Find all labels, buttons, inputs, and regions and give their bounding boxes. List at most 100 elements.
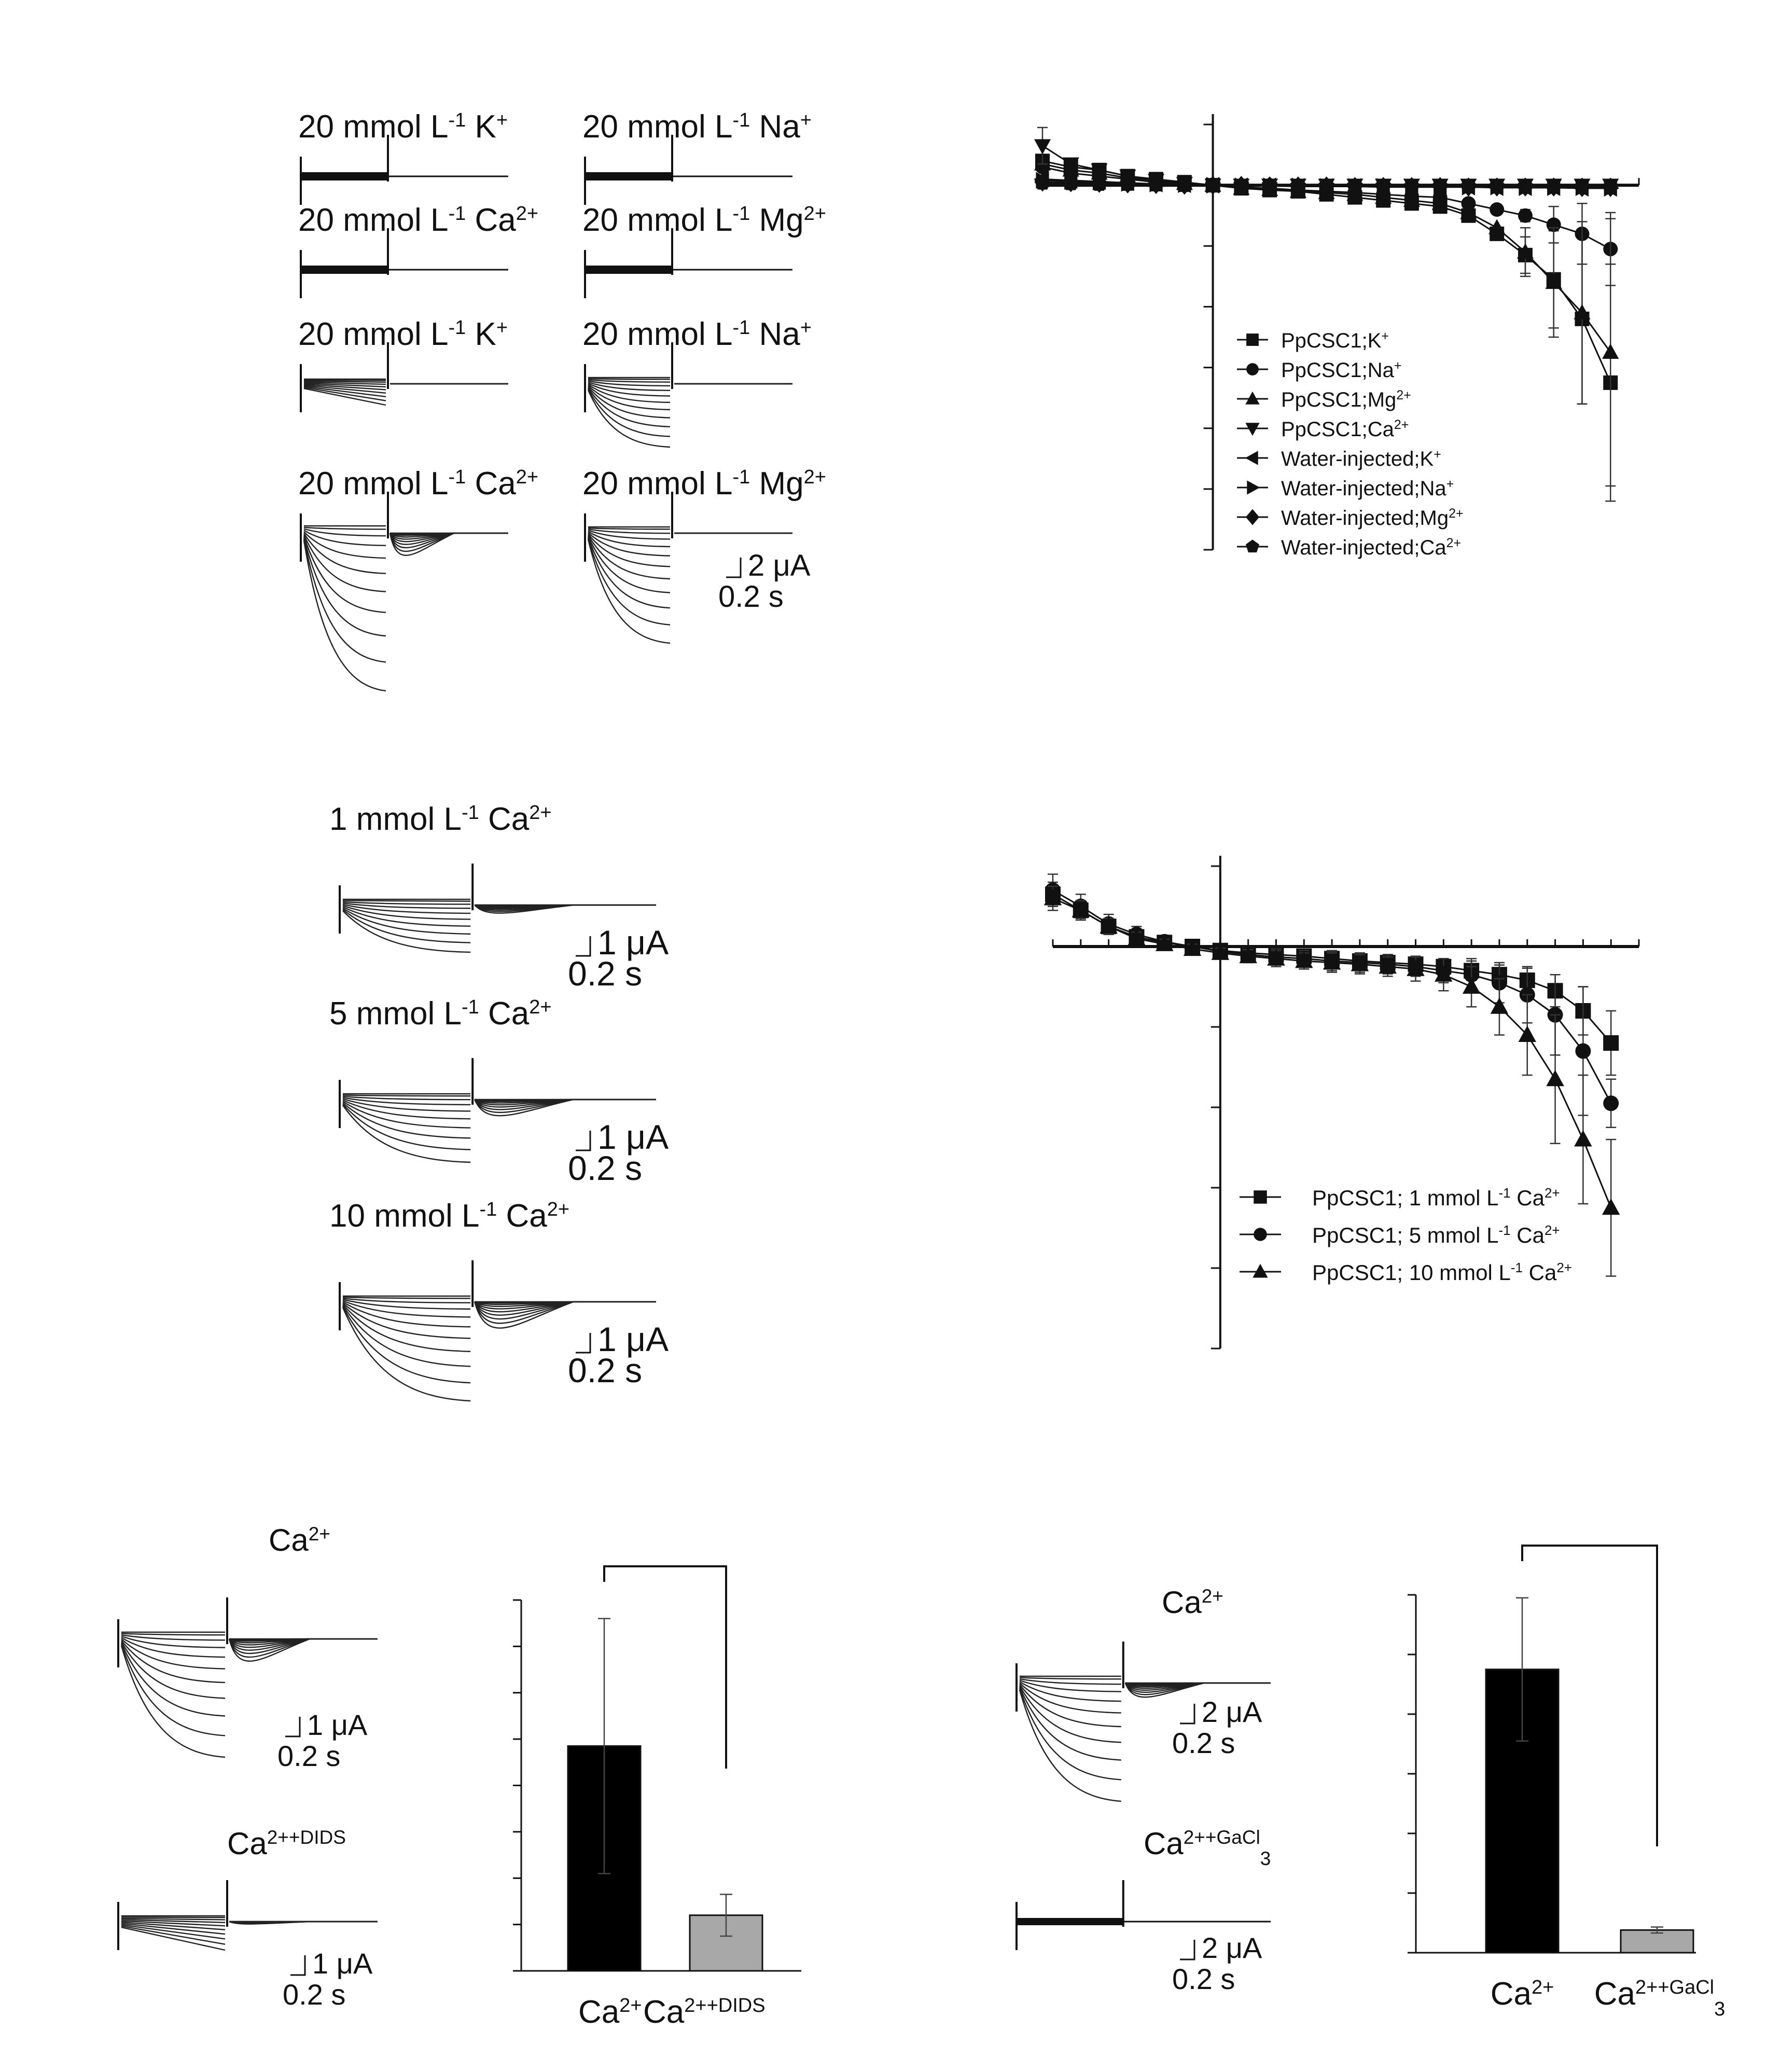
scale-time-label: 0.2 s [277,1740,340,1772]
data-point [1323,953,1341,970]
scale-bar-e-0: 1 μA0.2 s [277,1708,368,1772]
data-point [1063,175,1079,190]
data-point [1375,177,1392,193]
data-point [1488,219,1506,234]
iv-chart-b: PpCSC1;K+ PpCSC1;Na+ PpCSC1;Mg2+ PpCSC1;Ca2… [1034,114,1640,559]
condition-label: Ca2++GaCl3 [1144,1826,1271,1869]
data-point [1403,191,1421,207]
trace-c-1 [339,1058,656,1163]
data-point [1318,177,1334,193]
scale-time-label: 0.2 s [283,1978,345,2011]
data-point [1245,423,1260,436]
condition-label: 20 mmol L-1 Mg2+ [582,466,826,502]
scale-time-label: 0.2 s [568,1351,642,1389]
data-point [1407,959,1425,976]
data-point [1034,139,1051,155]
significance-bracket [603,1565,727,1769]
data-point [1490,997,1509,1014]
scale-time-label: 0.2 s [1172,1963,1235,1995]
scale-current-label: 1 μA [307,1708,368,1741]
scale-bar-lines [726,558,742,578]
scale-current-label: 1 μA [597,1320,669,1358]
condition-label: Ca2+ [269,1523,330,1558]
data-point [1435,965,1453,982]
trace-c-0 [339,864,656,953]
data-point [1574,304,1591,319]
scale-current-label: 1 μA [597,923,669,962]
data-point [1516,243,1534,259]
data-point [1574,1130,1592,1147]
scale-bar-c-0: 1 μA0.2 s [568,923,669,993]
scale-bar-lines [576,1333,591,1354]
data-point [1247,480,1260,495]
data-point [1119,175,1136,191]
data-point [1518,208,1533,223]
trace-a-4 [300,342,508,412]
legend-label: PpCSC1;Ca2+ [1281,418,1409,441]
scale-current-label: 2 μA [1202,1931,1262,1964]
significance-bracket [1521,1545,1658,1846]
data-point [1460,178,1477,193]
scale-bar-lines [576,936,591,957]
scale-bar-lines [285,1717,301,1737]
data-point [1295,951,1313,968]
data-point [1205,177,1221,192]
category-label: Ca2++DIDS [643,1994,766,2030]
scale-current-label: 1 μA [312,1947,373,1980]
trace-c-2 [339,1260,656,1402]
legend-label: PpCSC1; 1 mmol L-1 Ca2+ [1312,1185,1560,1210]
legend-label: PpCSC1;K+ [1281,329,1389,352]
condition-label: 1 mmol L-1 Ca2+ [329,801,552,837]
data-point [1091,163,1108,179]
legend-label: PpCSC1;Na+ [1281,358,1401,382]
data-point [1233,177,1249,192]
scale-current-label: 2 μA [748,549,811,582]
data-point [1245,509,1260,525]
data-point [1253,1263,1268,1278]
legend-label: Water-injected;Na+ [1281,477,1454,500]
scale-bar-c-1: 1 μA0.2 s [568,1118,669,1187]
trace-e-0 [117,1597,378,1758]
data-point [1462,977,1481,994]
condition-label: 10 mmol L-1 Ca2+ [329,1198,569,1234]
data-point [1546,178,1562,194]
data-point [1176,177,1193,192]
scale-time-label: 0.2 s [718,580,784,614]
condition-label: 20 mmol L-1 K+ [298,316,508,352]
legend-label: PpCSC1;Mg2+ [1281,388,1411,411]
data-point [1267,949,1285,966]
data-point [1546,1069,1564,1087]
bar-chart-f: Ca2+ Ca2++GaCl3 [1408,1545,1726,2020]
trace-a-2 [300,228,508,298]
condition-label: 5 mmol L-1 Ca2+ [329,996,552,1032]
data-point [1246,363,1259,376]
scale-bar-a: 2 μA0.2 s [718,549,811,614]
category-label: Ca2+ [578,1994,642,2030]
data-point [1602,178,1619,194]
data-point [1432,178,1448,193]
category-label: Ca2++GaCl3 [1594,1976,1726,2020]
data-point [1403,178,1420,193]
scale-bar-lines [1180,1940,1195,1960]
data-point [1602,343,1619,359]
trace-e-1 [117,1880,378,1951]
data-point [1183,939,1202,956]
legend-label: Water-injected;K+ [1281,447,1441,470]
data-point [1347,177,1363,193]
data-point [1460,204,1477,219]
data-point [1574,178,1590,194]
scale-bar-e-1: 1 μA0.2 s [283,1947,373,2011]
data-point [1245,451,1258,465]
data-point [1100,917,1118,934]
data-point [1488,178,1505,193]
data-point [1518,1025,1537,1042]
data-point [1431,194,1449,210]
data-point [1148,176,1164,191]
legend-label: Water-injected;Ca2+ [1281,536,1461,559]
data-point [1245,391,1260,405]
legend: PpCSC1; 1 mmol L-1 Ca2+ PpCSC1; 5 mmol L-… [1240,1185,1572,1285]
condition-label: 20 mmol L-1 K+ [298,109,508,145]
data-point [1155,935,1174,951]
data-point [1062,157,1079,173]
